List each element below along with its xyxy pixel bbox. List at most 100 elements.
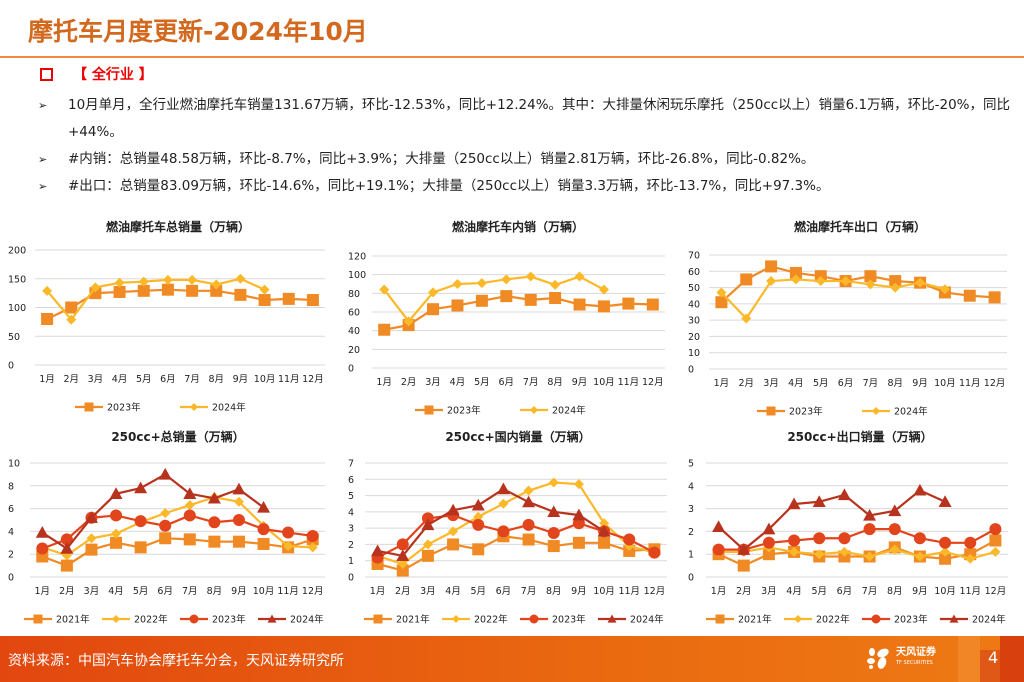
arrow-bullet-icon: ➢ xyxy=(38,99,48,112)
data-point xyxy=(207,491,221,504)
data-point xyxy=(888,523,901,536)
data-point xyxy=(110,509,123,522)
y-tick-label: 20 xyxy=(348,345,360,356)
data-point xyxy=(813,532,826,545)
data-point xyxy=(257,523,270,536)
legend-item: 2021年 xyxy=(706,614,772,626)
data-point xyxy=(890,282,901,293)
x-tick-label: 1月 xyxy=(714,378,730,389)
data-point xyxy=(235,273,246,284)
legend-marker xyxy=(794,615,802,623)
series-line xyxy=(717,489,946,552)
x-tick-label: 11月 xyxy=(277,586,299,597)
data-point xyxy=(790,274,801,285)
data-point xyxy=(915,277,926,288)
data-point xyxy=(232,535,245,548)
data-point xyxy=(110,536,123,549)
series-line xyxy=(46,277,266,322)
y-tick-label: 6 xyxy=(8,504,14,515)
data-point xyxy=(548,477,559,488)
x-tick-label: 7月 xyxy=(863,378,879,389)
data-point xyxy=(403,316,414,327)
data-point xyxy=(306,294,319,307)
x-tick-label: 2月 xyxy=(738,378,754,389)
y-tick-label: 10 xyxy=(8,459,20,470)
legend-label: 2024年 xyxy=(552,405,586,417)
data-point xyxy=(208,516,221,529)
logo-name: 天风证券 xyxy=(896,647,936,658)
legend-label: 2023年 xyxy=(107,402,141,414)
data-point xyxy=(888,504,902,517)
series-2023年 xyxy=(715,260,1001,309)
legend-marker xyxy=(529,614,539,624)
legend-marker xyxy=(949,614,959,623)
x-tick-label: 11月 xyxy=(618,586,640,597)
x-tick-label: 9月 xyxy=(912,378,928,389)
data-point xyxy=(938,495,952,507)
x-tick-label: 8月 xyxy=(207,586,223,597)
series-2023年 xyxy=(712,523,1002,556)
data-point xyxy=(158,467,172,480)
data-point xyxy=(939,552,952,565)
data-point xyxy=(840,276,851,287)
data-point xyxy=(114,277,125,288)
series-2023年 xyxy=(41,283,319,325)
data-point xyxy=(648,546,661,559)
data-point xyxy=(210,284,223,297)
x-tick-label: 8月 xyxy=(547,377,563,388)
data-point xyxy=(762,536,775,549)
data-point xyxy=(35,526,49,538)
x-tick-label: 12月 xyxy=(644,586,666,597)
data-point xyxy=(549,292,562,304)
data-point xyxy=(889,544,900,555)
y-tick-label: 40 xyxy=(688,299,700,310)
legend-item: 2024年 xyxy=(258,614,324,626)
x-tick-label: 5月 xyxy=(811,586,827,597)
legend-label: 2024年 xyxy=(972,614,1006,626)
x-tick-label: 1月 xyxy=(370,586,386,597)
y-tick-label: 2 xyxy=(688,527,694,538)
data-point xyxy=(160,508,171,519)
x-tick-label: 8月 xyxy=(208,374,224,385)
data-point xyxy=(838,532,851,545)
legend-item: 2022年 xyxy=(442,614,508,626)
data-point xyxy=(183,533,196,546)
data-point xyxy=(257,537,270,550)
data-point xyxy=(574,271,585,282)
data-point xyxy=(184,500,195,511)
y-tick-label: 1 xyxy=(688,550,694,561)
data-point xyxy=(183,509,196,522)
legend-marker xyxy=(872,407,880,415)
data-point xyxy=(448,526,459,537)
x-tick-label: 6月 xyxy=(157,586,173,597)
data-point xyxy=(422,539,433,550)
data-point xyxy=(737,559,750,572)
data-point xyxy=(712,543,725,556)
data-point xyxy=(183,487,197,499)
data-point xyxy=(863,523,876,536)
data-point xyxy=(913,532,926,545)
y-tick-label: 100 xyxy=(8,303,26,314)
x-tick-label: 9月 xyxy=(233,374,249,385)
legend-marker xyxy=(190,403,198,411)
data-point xyxy=(109,487,123,499)
x-tick-label: 12月 xyxy=(984,378,1006,389)
legend-label: 2021年 xyxy=(56,614,90,626)
data-point xyxy=(421,549,434,562)
chart-title: 250cc+出口销量（万辆） xyxy=(787,429,932,444)
legend-marker xyxy=(766,406,776,416)
data-point xyxy=(396,549,410,562)
legend-marker xyxy=(373,614,383,624)
data-point xyxy=(522,533,535,546)
data-point xyxy=(712,520,726,533)
data-point xyxy=(257,500,271,513)
y-tick-label: 0 xyxy=(348,364,354,375)
legend-label: 2022年 xyxy=(816,614,850,626)
y-tick-label: 2 xyxy=(8,550,14,561)
y-tick-label: 4 xyxy=(348,507,354,518)
y-tick-label: 3 xyxy=(348,524,354,535)
data-point xyxy=(66,314,77,325)
y-tick-label: 4 xyxy=(8,527,14,538)
x-tick-label: 4月 xyxy=(445,586,461,597)
data-point xyxy=(60,559,73,572)
